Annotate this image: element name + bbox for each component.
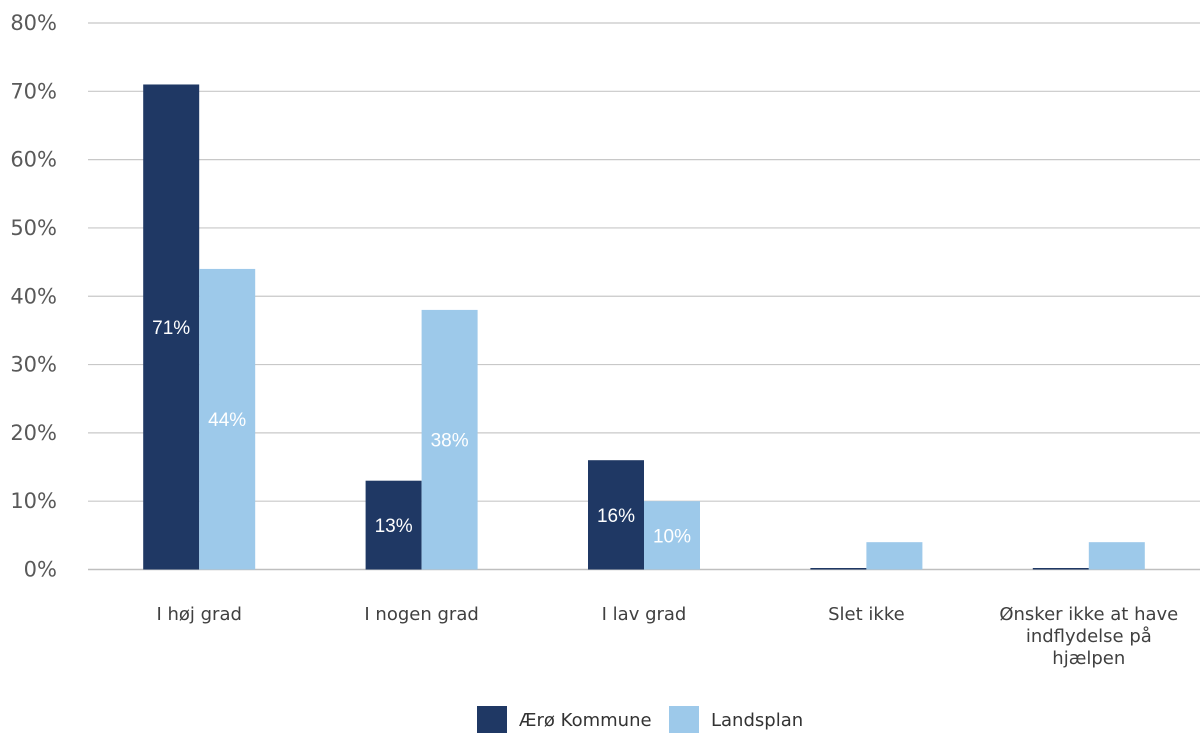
bar	[199, 268, 256, 570]
bar	[866, 542, 923, 570]
x-tick-label: I høj grad	[156, 604, 241, 625]
bar	[1088, 542, 1145, 570]
legend-label: Landsplan	[711, 710, 803, 731]
data-label: 44%	[208, 410, 246, 431]
bar	[810, 568, 867, 570]
y-tick-label: 0%	[24, 558, 57, 582]
y-tick-label: 10%	[10, 489, 57, 513]
y-tick-label: 20%	[10, 421, 57, 445]
data-label: 71%	[152, 318, 190, 339]
x-tick-label: Ønsker ikke at have indflydelse på hjælpen	[999, 604, 1178, 669]
x-tick-label: Slet ikke	[828, 604, 905, 625]
bar	[365, 480, 422, 570]
legend-label: Ærø Kommune	[519, 710, 652, 731]
bar	[421, 309, 478, 570]
data-label: 16%	[597, 506, 635, 527]
y-tick-label: 40%	[10, 284, 57, 308]
data-label: 13%	[375, 516, 413, 537]
x-tick-label: I lav grad	[602, 604, 687, 625]
y-tick-label: 80%	[10, 11, 57, 35]
legend: Ærø Kommune Landsplan	[477, 706, 803, 733]
legend-swatch	[477, 706, 507, 733]
bar	[588, 460, 644, 570]
data-label: 10%	[653, 526, 691, 547]
y-tick-label: 30%	[10, 353, 57, 377]
y-tick-label: 60%	[10, 148, 57, 172]
legend-swatch	[669, 706, 699, 733]
bar	[1032, 568, 1089, 570]
x-tick-label: I nogen grad	[364, 604, 478, 625]
y-axis: 0% 10% 20% 30% 40% 50% 60% 70% 80%	[10, 11, 57, 582]
y-tick-label: 50%	[10, 216, 57, 240]
data-label: 38%	[431, 431, 469, 452]
gridlines	[88, 22, 1200, 571]
x-axis: I høj grad I nogen grad I lav grad Slet ikk…	[156, 604, 1178, 669]
bars	[143, 84, 1145, 570]
bar	[143, 84, 200, 570]
bar	[644, 501, 700, 570]
data-labels: 71% 44% 13% 38% 16% 10%	[152, 318, 691, 547]
y-tick-label: 70%	[10, 79, 57, 103]
